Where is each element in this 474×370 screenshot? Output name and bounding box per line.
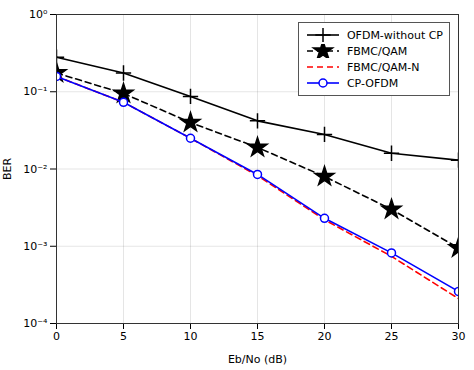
html-text:FBMC/QAM-N: FBMC/QAM-N (346, 60, 420, 74)
svg-text:10⁻³: 10⁻³ (23, 240, 47, 253)
svg-text:5: 5 (120, 330, 127, 343)
svg-text:0: 0 (53, 330, 60, 343)
svg-text:10⁻²: 10⁻² (23, 163, 47, 176)
svg-text:25: 25 (385, 330, 399, 343)
svg-text:10: 10 (184, 330, 198, 343)
svg-text:10⁰: 10⁰ (29, 8, 48, 21)
svg-text:20: 20 (318, 330, 332, 343)
svg-text:Eb/No (dB): Eb/No (dB) (228, 353, 287, 366)
svg-text:BER: BER (1, 158, 14, 180)
svg-text:30: 30 (452, 330, 466, 343)
svg-text:10⁻⁴: 10⁻⁴ (23, 317, 48, 330)
svg-text:10⁻¹: 10⁻¹ (23, 85, 47, 98)
html-text:FBMC/QAM: FBMC/QAM (346, 44, 408, 58)
svg-text:15: 15 (251, 330, 265, 343)
html-text:CP-OFDM: CP-OFDM (346, 76, 399, 90)
html-text:OFDM-without CP: OFDM-without CP (346, 28, 443, 42)
